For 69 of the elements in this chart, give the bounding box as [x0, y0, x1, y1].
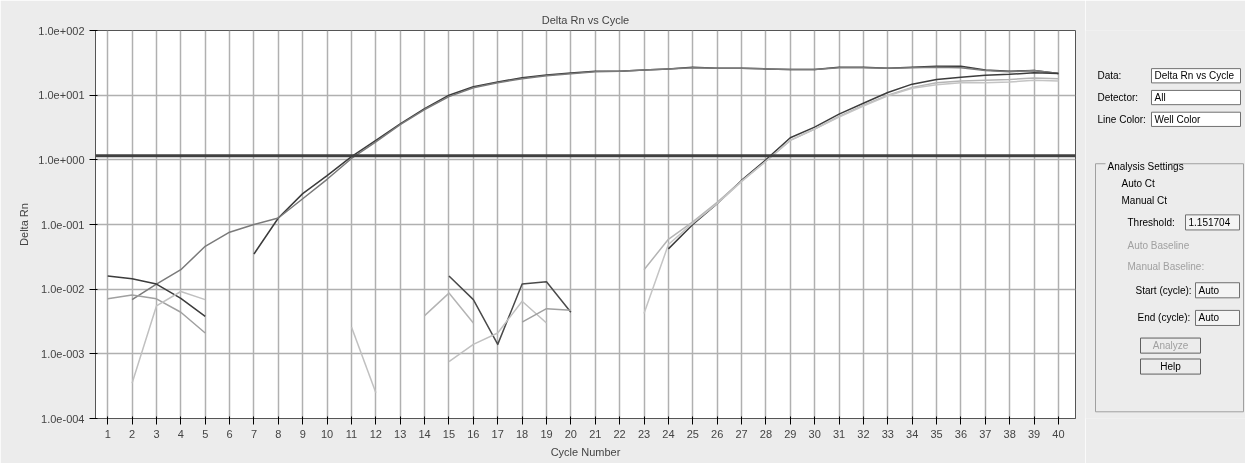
text: Start (cycle):	[1135, 284, 1192, 296]
x-tick-label: 8	[275, 427, 282, 440]
x-tick-label: 20	[564, 427, 578, 440]
x-tick-label: 36	[954, 427, 968, 440]
x-axis-title: Cycle Number	[550, 445, 621, 458]
y-tick-label: 1.0e-004	[41, 412, 85, 425]
text: Line Color:	[1097, 113, 1146, 125]
x-tick-label: 17	[491, 427, 504, 440]
text: End (cycle):	[1137, 312, 1191, 324]
chart-title: Delta Rn vs Cycle	[541, 13, 630, 26]
x-tick-label: 2	[129, 427, 136, 440]
y-tick-label: 1.0e+002	[38, 24, 85, 37]
x-tick-label: 6	[226, 427, 233, 440]
x-tick-label: 40	[1052, 427, 1065, 440]
text: All	[1154, 92, 1166, 104]
x-tick-label: 26	[711, 427, 724, 440]
x-tick-label: 33	[881, 427, 894, 440]
text: 1.151704	[1188, 217, 1231, 229]
text: Delta Rn vs Cycle	[1154, 70, 1235, 82]
x-tick-label: 1	[104, 427, 111, 440]
x-tick-label: 28	[759, 427, 773, 440]
x-tick-label: 14	[418, 427, 431, 440]
y-tick-label: 1.0e-003	[41, 347, 85, 360]
text: Auto Baseline	[1127, 239, 1190, 251]
x-tick-label: 35	[930, 427, 943, 440]
x-tick-label: 24	[662, 427, 675, 440]
x-tick-label: 27	[735, 427, 748, 440]
x-tick-label: 30	[808, 427, 821, 440]
text: Threshold:	[1127, 216, 1175, 228]
text: Analysis Settings	[1107, 160, 1184, 172]
x-tick-label: 18	[516, 427, 529, 440]
x-tick-label: 38	[1003, 427, 1016, 440]
y-tick-label: 1.0e-002	[41, 283, 85, 296]
text: Detector:	[1097, 92, 1139, 104]
y-tick-label: 1.0e+000	[38, 153, 85, 166]
x-tick-label: 16	[467, 427, 480, 440]
x-tick-label: 39	[1027, 427, 1041, 440]
x-tick-label: 9	[299, 427, 306, 440]
text: Auto Ct	[1121, 178, 1156, 190]
text: Well Color	[1154, 113, 1202, 125]
x-tick-label: 22	[613, 427, 626, 440]
x-tick-label: 37	[979, 427, 992, 440]
x-tick-label: 11	[345, 427, 358, 440]
x-tick-label: 4	[177, 427, 184, 440]
x-tick-label: 15	[442, 427, 456, 440]
x-tick-label: 21	[589, 427, 602, 440]
x-tick-label: 32	[857, 427, 870, 440]
text: Help	[1160, 361, 1182, 373]
x-tick-label: 13	[394, 427, 407, 440]
text: Analyze	[1152, 340, 1189, 352]
y-tick-label: 1.0e-001	[41, 218, 85, 231]
x-tick-label: 25	[686, 427, 699, 440]
text: Manual Ct	[1121, 195, 1168, 207]
x-tick-label: 3	[153, 427, 160, 440]
text: Auto	[1198, 312, 1220, 324]
x-tick-label: 5	[202, 427, 209, 440]
x-tick-label: 34	[906, 427, 919, 440]
text: Manual Baseline:	[1127, 261, 1205, 273]
text: Data:	[1097, 70, 1122, 82]
x-tick-label: 29	[784, 427, 797, 440]
x-tick-label: 10	[320, 427, 334, 440]
x-tick-label: 7	[250, 427, 258, 440]
x-tick-label: 31	[832, 427, 846, 440]
y-axis-title: Delta Rn	[18, 203, 31, 246]
x-tick-label: 23	[637, 427, 651, 440]
x-tick-label: 12	[369, 427, 382, 440]
text: Auto	[1198, 284, 1220, 296]
y-tick-label: 1.0e+001	[38, 89, 85, 102]
x-tick-label: 19	[540, 427, 553, 440]
